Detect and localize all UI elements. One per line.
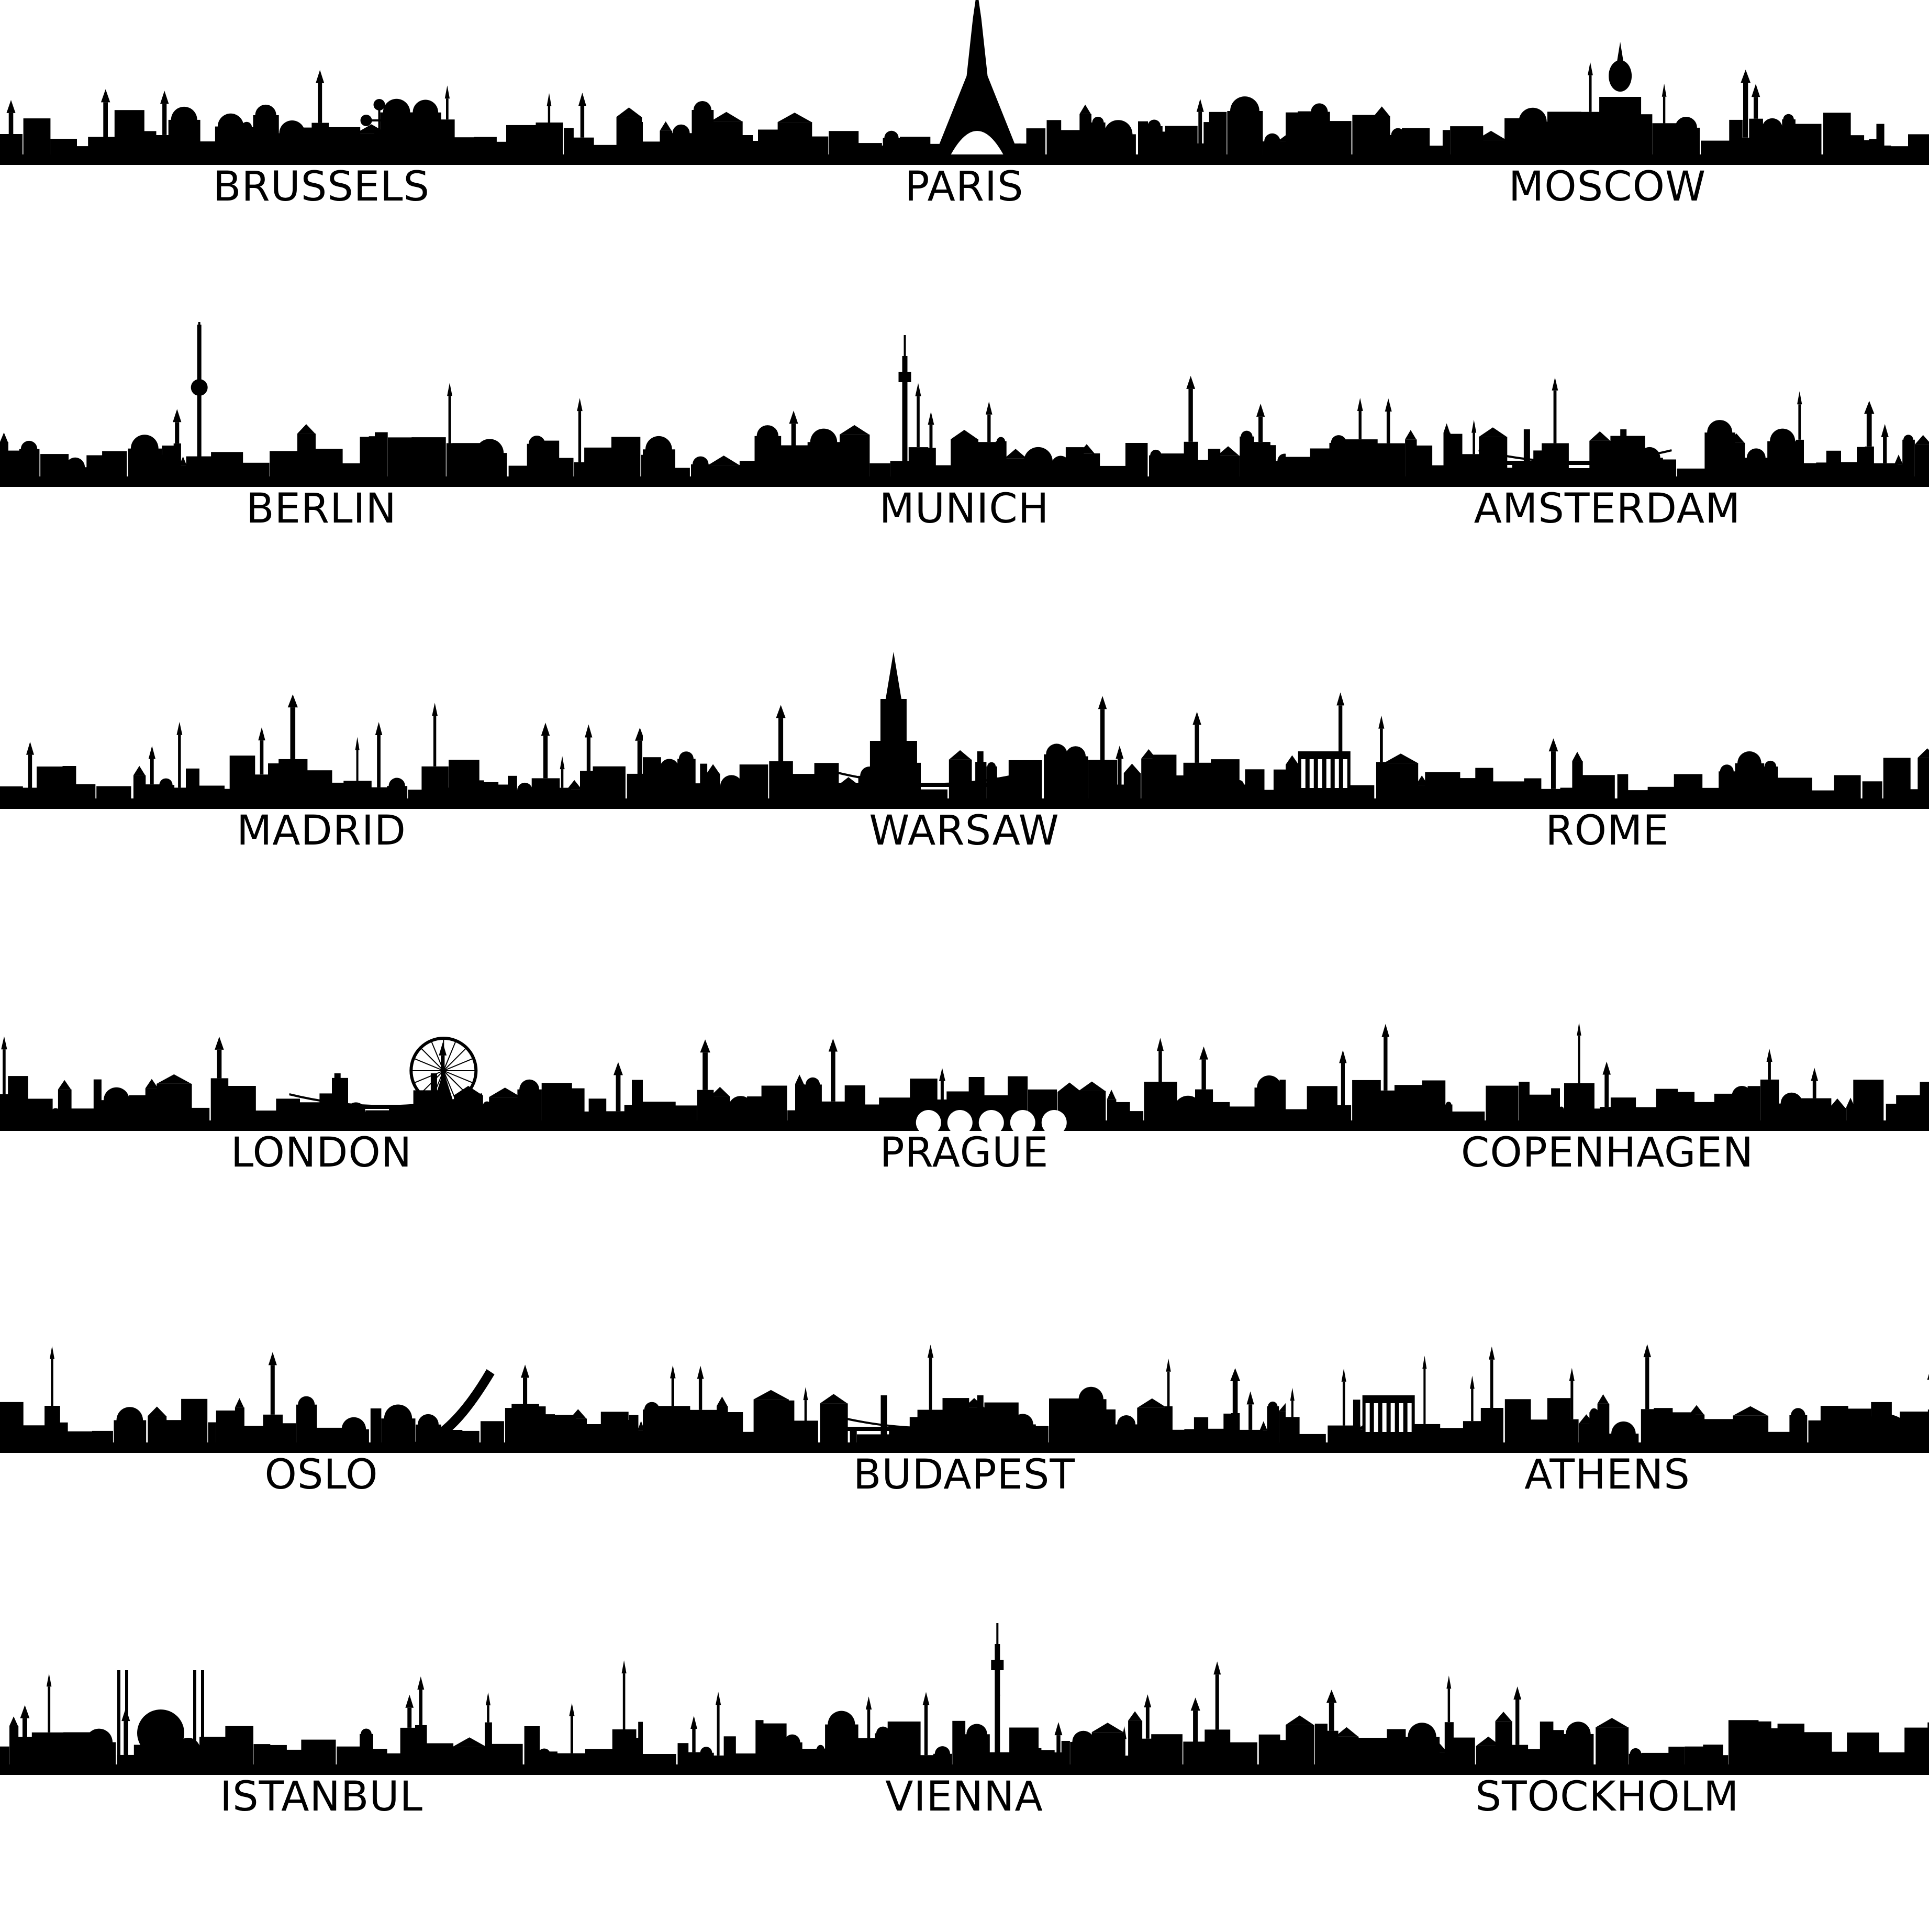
city-cell-amsterdam: AMSTERDAM xyxy=(1286,322,1929,644)
city-label-amsterdam: AMSTERDAM xyxy=(1286,488,1929,529)
prague-skyline-icon xyxy=(643,966,1286,1131)
berlin-skyline-icon xyxy=(0,322,643,487)
city-label-brussels: BRUSSELS xyxy=(0,166,643,207)
budapest-skyline-icon xyxy=(643,1288,1286,1453)
city-label-paris: PARIS xyxy=(643,166,1286,207)
london-skyline-icon xyxy=(0,966,643,1131)
city-label-budapest: BUDAPEST xyxy=(643,1454,1286,1495)
city-label-istanbul: ISTANBUL xyxy=(0,1776,643,1817)
city-label-london: LONDON xyxy=(0,1132,643,1173)
city-label-athens: ATHENS xyxy=(1286,1454,1929,1495)
istanbul-skyline-icon xyxy=(0,1610,643,1775)
city-label-moscow: MOSCOW xyxy=(1286,166,1929,207)
brussels-skyline-icon xyxy=(0,0,643,165)
paris-skyline-icon xyxy=(643,0,1286,165)
vienna-skyline-icon xyxy=(643,1610,1286,1775)
city-label-stockholm: STOCKHOLM xyxy=(1286,1776,1929,1817)
warsaw-skyline-icon xyxy=(643,644,1286,809)
city-label-vienna: VIENNA xyxy=(643,1776,1286,1817)
city-cell-athens: ATHENS xyxy=(1286,1288,1929,1610)
city-cell-stockholm: STOCKHOLM xyxy=(1286,1610,1929,1932)
city-label-munich: MUNICH xyxy=(643,488,1286,529)
athens-skyline-icon xyxy=(1286,1288,1929,1453)
amsterdam-skyline-icon xyxy=(1286,322,1929,487)
city-label-prague: PRAGUE xyxy=(643,1132,1286,1173)
city-cell-rome: ROME xyxy=(1286,644,1929,966)
city-label-oslo: OSLO xyxy=(0,1454,643,1495)
city-cell-moscow: MOSCOW xyxy=(1286,0,1929,322)
city-cell-copenhagen: COPENHAGEN xyxy=(1286,966,1929,1288)
city-cell-warsaw: WARSAW xyxy=(643,644,1286,966)
city-cell-paris: PARIS xyxy=(643,0,1286,322)
city-cell-munich: MUNICH xyxy=(643,322,1286,644)
city-cell-prague: PRAGUE xyxy=(643,966,1286,1288)
moscow-skyline-icon xyxy=(1286,0,1929,165)
munich-skyline-icon xyxy=(643,322,1286,487)
city-cell-istanbul: ISTANBUL xyxy=(0,1610,643,1932)
copenhagen-skyline-icon xyxy=(1286,966,1929,1131)
city-label-copenhagen: COPENHAGEN xyxy=(1286,1132,1929,1173)
stockholm-skyline-icon xyxy=(1286,1610,1929,1775)
city-cell-madrid: MADRID xyxy=(0,644,643,966)
city-cell-vienna: VIENNA xyxy=(643,1610,1286,1932)
city-cell-budapest: BUDAPEST xyxy=(643,1288,1286,1610)
city-label-berlin: BERLIN xyxy=(0,488,643,529)
skyline-grid: BRUSSELS PARIS MOSCOW BERLIN MUNICH AMST… xyxy=(0,0,1929,1819)
city-label-rome: ROME xyxy=(1286,810,1929,851)
city-label-madrid: MADRID xyxy=(0,810,643,851)
oslo-skyline-icon xyxy=(0,1288,643,1453)
rome-skyline-icon xyxy=(1286,644,1929,809)
city-cell-berlin: BERLIN xyxy=(0,322,643,644)
city-cell-oslo: OSLO xyxy=(0,1288,643,1610)
city-cell-brussels: BRUSSELS xyxy=(0,0,643,322)
madrid-skyline-icon xyxy=(0,644,643,809)
city-cell-london: LONDON xyxy=(0,966,643,1288)
city-label-warsaw: WARSAW xyxy=(643,810,1286,851)
